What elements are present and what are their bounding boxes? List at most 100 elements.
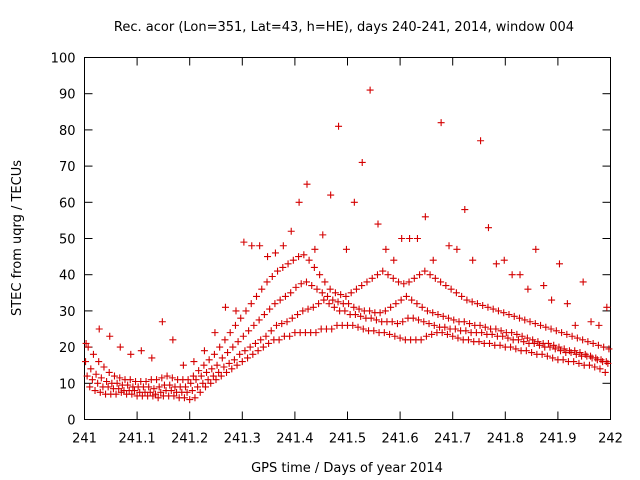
data-point: [209, 372, 217, 380]
data-point: [318, 289, 326, 297]
data-point: [105, 368, 113, 376]
data-point: [452, 289, 460, 297]
data-point: [184, 376, 192, 384]
data-point: [551, 345, 559, 353]
data-point: [208, 365, 216, 373]
chart-title: Rec. acor (Lon=351, Lat=43, h=HE), days …: [114, 20, 574, 35]
data-point: [92, 370, 100, 378]
data-point: [166, 381, 174, 389]
data-point: [337, 291, 345, 299]
data-point: [126, 376, 134, 384]
data-point: [535, 341, 543, 349]
data-point: [82, 358, 90, 366]
data-point: [245, 327, 253, 335]
data-point: [329, 296, 337, 304]
data-point: [226, 329, 234, 337]
data-point: [409, 314, 417, 322]
data-point: [531, 320, 539, 328]
data-point: [410, 274, 418, 282]
data-point: [441, 323, 449, 331]
data-point: [272, 321, 280, 329]
data-point: [264, 253, 272, 261]
plot-frame: [84, 57, 611, 420]
data-point: [142, 377, 150, 385]
data-point: [288, 314, 296, 322]
data-point: [492, 325, 500, 333]
data-point: [319, 231, 327, 239]
data-point: [504, 334, 512, 342]
data-point: [292, 283, 300, 291]
data-point: [518, 332, 526, 340]
y-axis-ticks: 0 10 20 30 40 50 60 70 80 90 100: [51, 52, 611, 429]
x-tick-label: 241.5: [329, 432, 366, 447]
data-point: [260, 311, 268, 319]
data-point: [585, 361, 593, 369]
data-point: [370, 327, 378, 335]
data-point: [529, 336, 537, 344]
data-point: [538, 350, 546, 358]
data-point: [581, 350, 589, 358]
data-point: [95, 325, 103, 333]
data-point: [259, 343, 267, 351]
data-point: [221, 303, 229, 311]
data-point: [372, 316, 380, 324]
data-point: [205, 356, 213, 364]
data-point: [218, 354, 226, 362]
data-point: [315, 300, 323, 308]
data-point: [468, 298, 476, 306]
data-point: [408, 296, 416, 304]
data-point: [354, 323, 362, 331]
data-point: [526, 318, 534, 326]
data-point: [415, 316, 423, 324]
data-point: [429, 256, 437, 264]
data-point: [386, 330, 394, 338]
data-point: [559, 356, 567, 364]
data-point: [316, 271, 324, 279]
data-point: [516, 271, 524, 279]
y-tick-label: 60: [59, 196, 76, 211]
data-point: [145, 383, 153, 391]
data-point: [289, 256, 297, 264]
data-point: [481, 323, 489, 331]
data-point: [521, 316, 529, 324]
data-point: [311, 245, 319, 253]
data-point: [605, 345, 613, 353]
data-point: [249, 350, 257, 358]
data-point: [543, 352, 551, 360]
data-point: [428, 330, 436, 338]
data-point: [299, 307, 307, 315]
data-point: [557, 347, 565, 355]
data-point: [392, 300, 400, 308]
data-point: [253, 292, 261, 300]
data-point: [279, 242, 287, 250]
data-point: [532, 245, 540, 253]
data-point: [352, 285, 360, 293]
data-point: [359, 325, 367, 333]
data-point: [390, 256, 398, 264]
data-point: [294, 311, 302, 319]
data-point: [347, 289, 355, 297]
data-point: [382, 245, 390, 253]
data-point: [476, 321, 484, 329]
data-point: [366, 86, 374, 94]
data-point: [591, 363, 599, 371]
data-point: [486, 339, 494, 347]
data-point: [254, 347, 262, 355]
data-point: [328, 325, 336, 333]
data-point: [417, 336, 425, 344]
data-point: [358, 282, 366, 290]
data-point: [324, 292, 332, 300]
y-tick-label: 70: [59, 160, 76, 175]
data-point: [601, 368, 609, 376]
data-point: [505, 311, 513, 319]
data-point: [237, 314, 245, 322]
data-point: [395, 278, 403, 286]
data-point: [374, 220, 382, 228]
data-point: [587, 352, 595, 360]
data-point: [555, 343, 563, 351]
data-point: [579, 336, 587, 344]
data-point: [464, 336, 472, 344]
data-point: [241, 347, 249, 355]
data-point: [190, 358, 198, 366]
data-point: [168, 374, 176, 382]
